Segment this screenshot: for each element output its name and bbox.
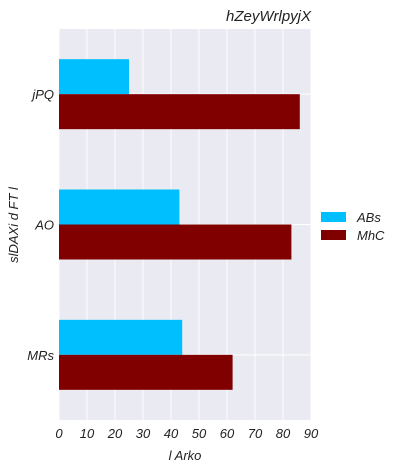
legend-swatch-abs [321, 212, 346, 222]
x-tick-label: 0 [55, 426, 63, 441]
y-tick-label: AO [34, 218, 54, 233]
x-tick-label: 70 [248, 426, 263, 441]
x-tick-labels: 0 10 20 30 40 50 60 70 80 90 [55, 426, 319, 441]
x-tick-label: 60 [220, 426, 235, 441]
bars [59, 59, 300, 390]
x-tick-label: 30 [136, 426, 151, 441]
y-tick-label: MRs [27, 348, 54, 363]
x-tick-label: 80 [276, 426, 291, 441]
x-tick-label: 10 [80, 426, 95, 441]
x-tick-label: 90 [304, 426, 319, 441]
bar-mhc-mrs [59, 354, 233, 390]
legend: ABs MhC [321, 210, 385, 243]
y-tick-labels: jPQ AO MRs [27, 87, 54, 363]
legend-label-mhc: MhC [357, 228, 385, 243]
bar-abs-mrs [59, 319, 183, 355]
y-tick-label: jPQ [30, 87, 54, 102]
bar-mhc-ao [59, 224, 292, 260]
x-tick-label: 20 [107, 426, 123, 441]
bar-abs-ao [59, 189, 180, 225]
legend-swatch-mhc [321, 230, 346, 240]
bar-mhc-jpq [59, 94, 300, 130]
chart-title: hZeyWrlpyjX [226, 8, 312, 25]
x-tick-label: 50 [192, 426, 207, 441]
bar-abs-jpq [59, 59, 129, 95]
y-axis-label: slDAXi d FT l [6, 186, 21, 263]
x-tick-label: 40 [164, 426, 179, 441]
x-axis-label: l Arko [169, 448, 202, 463]
legend-label-abs: ABs [356, 210, 381, 225]
